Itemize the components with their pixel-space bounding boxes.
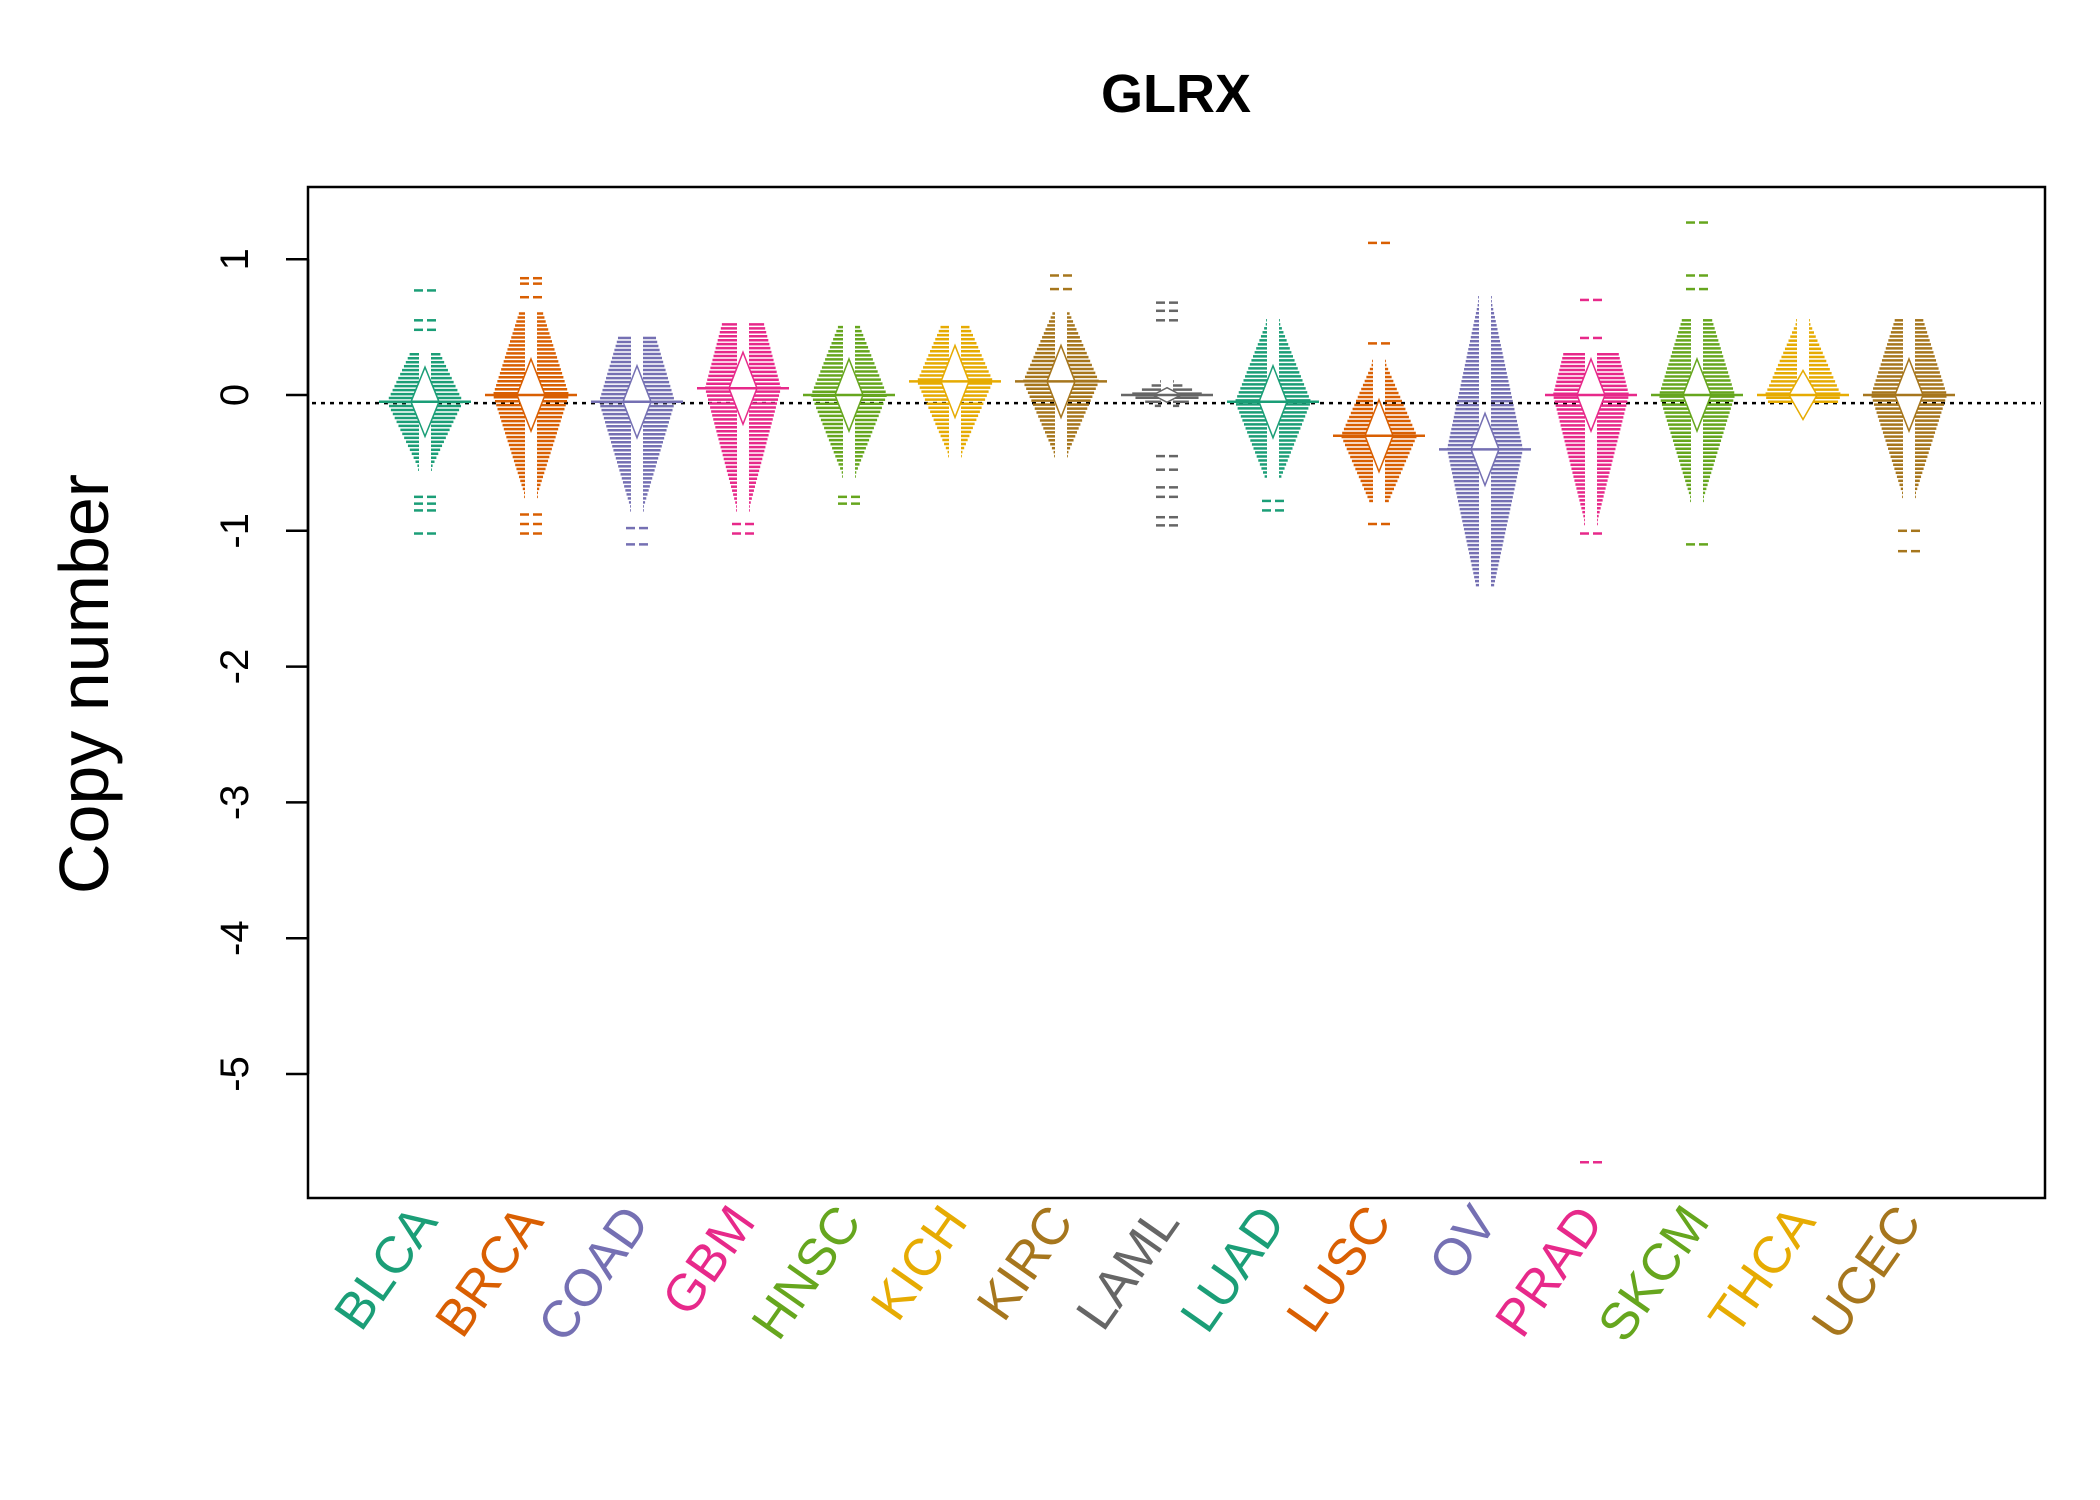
violin-lusc — [1333, 241, 1425, 526]
x-tick-label: OV — [1418, 1195, 1509, 1290]
y-tick-label: -5 — [213, 1056, 257, 1092]
x-tick-label: LUSC — [1276, 1196, 1403, 1343]
x-tick-label: THCA — [1698, 1195, 1827, 1344]
y-tick-label: -4 — [213, 920, 257, 956]
violin-thca — [1757, 319, 1849, 421]
y-tick-label: 1 — [213, 248, 257, 270]
y-tick-label: -2 — [213, 649, 257, 685]
violin-brca — [485, 276, 577, 535]
chart-marks — [312, 221, 2041, 1164]
violin-gbm — [697, 323, 789, 535]
violin-skcm — [1651, 221, 1743, 546]
violin-kirc — [1015, 274, 1107, 458]
violin-laml — [1121, 301, 1213, 527]
violin-coad — [591, 336, 683, 546]
y-tick-label: 0 — [213, 384, 257, 406]
y-axis: 1 0 -1 -2 -3 -4 -5 — [213, 248, 310, 1092]
plot-frame — [306, 185, 2047, 1200]
x-tick-label: LUAD — [1170, 1196, 1297, 1343]
violin-ucec — [1863, 319, 1955, 553]
violin-hnsc — [803, 325, 895, 505]
violin-prad — [1545, 298, 1637, 1164]
violin-luad — [1227, 319, 1319, 512]
x-tick-label: HNSC — [741, 1196, 873, 1350]
violin-ov — [1439, 295, 1531, 587]
x-tick-label: UCEC — [1801, 1196, 1933, 1350]
chart-title: GLRX — [1101, 64, 1251, 124]
x-tick-label: KICH — [860, 1196, 979, 1331]
y-axis-label: Copy number — [45, 474, 123, 894]
violin-kich — [909, 325, 1001, 458]
x-tick-label: KIRC — [966, 1196, 1085, 1331]
y-tick-label: -3 — [213, 785, 257, 821]
y-tick-label: -1 — [213, 513, 257, 549]
x-tick-label: COAD — [527, 1196, 661, 1352]
x-tick-label: SKCM — [1587, 1196, 1721, 1352]
violin-blca — [379, 289, 471, 535]
x-tick-label: LAML — [1065, 1196, 1190, 1341]
